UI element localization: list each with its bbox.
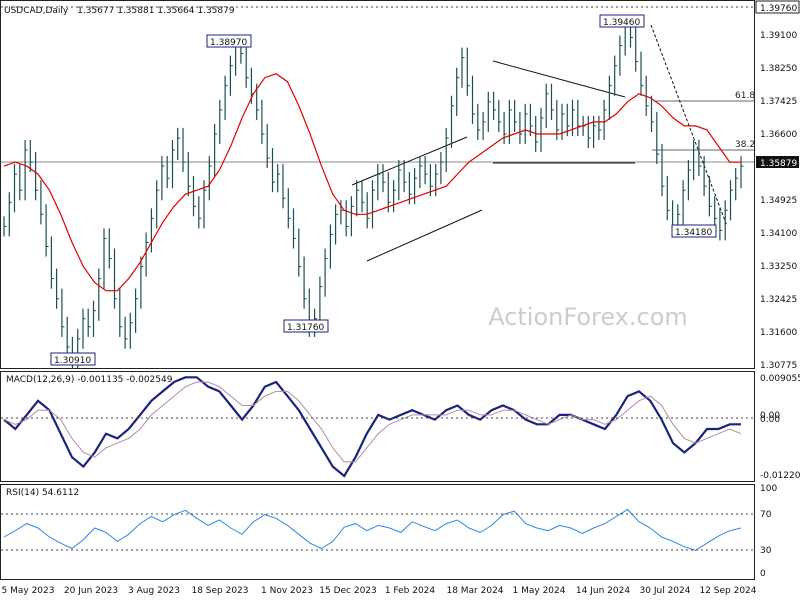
price-bars bbox=[3, 15, 744, 369]
ohlc-values: 1.35677 1.35881 1.35664 1.35879 bbox=[77, 6, 235, 16]
moving-average-layer bbox=[3, 73, 741, 292]
price-tick-9: 1.32425 bbox=[760, 295, 797, 305]
channel-lower-line bbox=[366, 209, 483, 262]
macd-panel-frame bbox=[0, 371, 755, 482]
date-tick-4: 1 Nov 2023 bbox=[261, 586, 313, 596]
price-tick-2: 1.38250 bbox=[760, 64, 797, 74]
date-tick-2: 3 Aug 2023 bbox=[128, 586, 180, 596]
date-tick-0: 5 May 2023 bbox=[2, 586, 55, 596]
low-1-box bbox=[50, 352, 96, 366]
current-price-badge bbox=[756, 156, 799, 168]
price-axis: 1.39760 1.39100 1.38250 1.37425 1.36600 … bbox=[755, 0, 800, 371]
current-price-label: 1.35879 bbox=[760, 159, 797, 169]
date-tick-10: 30 Jul 2024 bbox=[640, 586, 691, 596]
rsi-axis: 100 70 30 0 bbox=[760, 484, 777, 579]
date-tick-5: 15 Dec 2023 bbox=[319, 586, 377, 596]
low-2-label: 1.31760 bbox=[287, 323, 324, 333]
channel-upper-line bbox=[351, 136, 468, 186]
low-1-label: 1.30910 bbox=[54, 356, 91, 366]
moving-average-line bbox=[3, 73, 741, 292]
symbol-label: USDCAD,Daily 1.35677 1.35881 1.35664 1.3… bbox=[4, 6, 235, 16]
high-2-box bbox=[599, 14, 645, 28]
rsi-tick-100: 100 bbox=[760, 484, 777, 494]
watermark-text: ActionForex.com bbox=[488, 303, 688, 331]
fib-618-label: 61.8 bbox=[735, 91, 755, 101]
date-tick-9: 14 Jun 2024 bbox=[576, 586, 630, 596]
rsi-panel-frame bbox=[0, 484, 755, 580]
low-2-box bbox=[283, 319, 329, 333]
price-tick-3: 1.37425 bbox=[760, 97, 797, 107]
annotations: 1.30910 1.38970 1.31760 1.39460 1.34180 bbox=[50, 14, 717, 366]
symbol-name: USDCAD,Daily bbox=[4, 6, 69, 16]
rsi-tick-30: 30 bbox=[760, 546, 772, 556]
rsi-layer bbox=[3, 508, 742, 551]
date-tick-3: 18 Sep 2023 bbox=[191, 586, 248, 596]
macd-tick-2: 0.00 bbox=[760, 415, 780, 425]
macd-label: MACD(12,26,9) -0.001135 -0.002549 bbox=[6, 375, 173, 385]
macd-signal-line bbox=[3, 381, 742, 463]
price-tick-0: 1.39760 bbox=[760, 4, 797, 14]
macd-layer bbox=[3, 376, 742, 478]
price-tick-10: 1.31600 bbox=[760, 328, 797, 338]
rsi-line bbox=[3, 508, 742, 551]
price-tick-6: 1.34925 bbox=[760, 196, 797, 206]
top-level-price-box bbox=[755, 0, 800, 14]
price-tick-7: 1.34100 bbox=[760, 229, 797, 239]
price-tick-4: 1.36600 bbox=[760, 130, 797, 140]
macd-tick-1: 0.00 bbox=[760, 411, 780, 421]
price-tick-11: 1.30775 bbox=[760, 361, 797, 371]
date-tick-7: 18 Mar 2024 bbox=[446, 586, 503, 596]
high-1-label: 1.38970 bbox=[210, 38, 247, 48]
macd-tick-0: 0.009055 bbox=[760, 374, 800, 384]
date-tick-8: 1 May 2024 bbox=[513, 586, 566, 596]
date-tick-11: 12 Sep 2024 bbox=[699, 586, 756, 596]
date-tick-1: 20 Jun 2023 bbox=[64, 586, 118, 596]
macd-line bbox=[3, 376, 741, 478]
date-axis: 5 May 2023 20 Jun 2023 3 Aug 2023 18 Sep… bbox=[2, 586, 757, 596]
rsi-tick-70: 70 bbox=[760, 510, 772, 520]
high-1-box bbox=[206, 34, 252, 48]
price-tick-8: 1.33250 bbox=[760, 262, 797, 272]
rsi-tick-0: 0 bbox=[760, 569, 766, 579]
fib-382-label: 38.2 bbox=[735, 140, 755, 150]
macd-axis: 0.009055 0.00 0.00 -0.012209 bbox=[760, 374, 800, 481]
triangle-upper-line bbox=[492, 60, 626, 98]
low-3-box bbox=[671, 224, 717, 238]
low-3-label: 1.34180 bbox=[675, 228, 712, 238]
macd-tick-3: -0.012209 bbox=[760, 471, 800, 481]
price-tick-1: 1.39100 bbox=[760, 31, 797, 41]
date-tick-6: 1 Feb 2024 bbox=[385, 586, 436, 596]
high-2-label: 1.39460 bbox=[603, 18, 640, 28]
rsi-label: RSI(14) 54.6112 bbox=[6, 488, 79, 498]
